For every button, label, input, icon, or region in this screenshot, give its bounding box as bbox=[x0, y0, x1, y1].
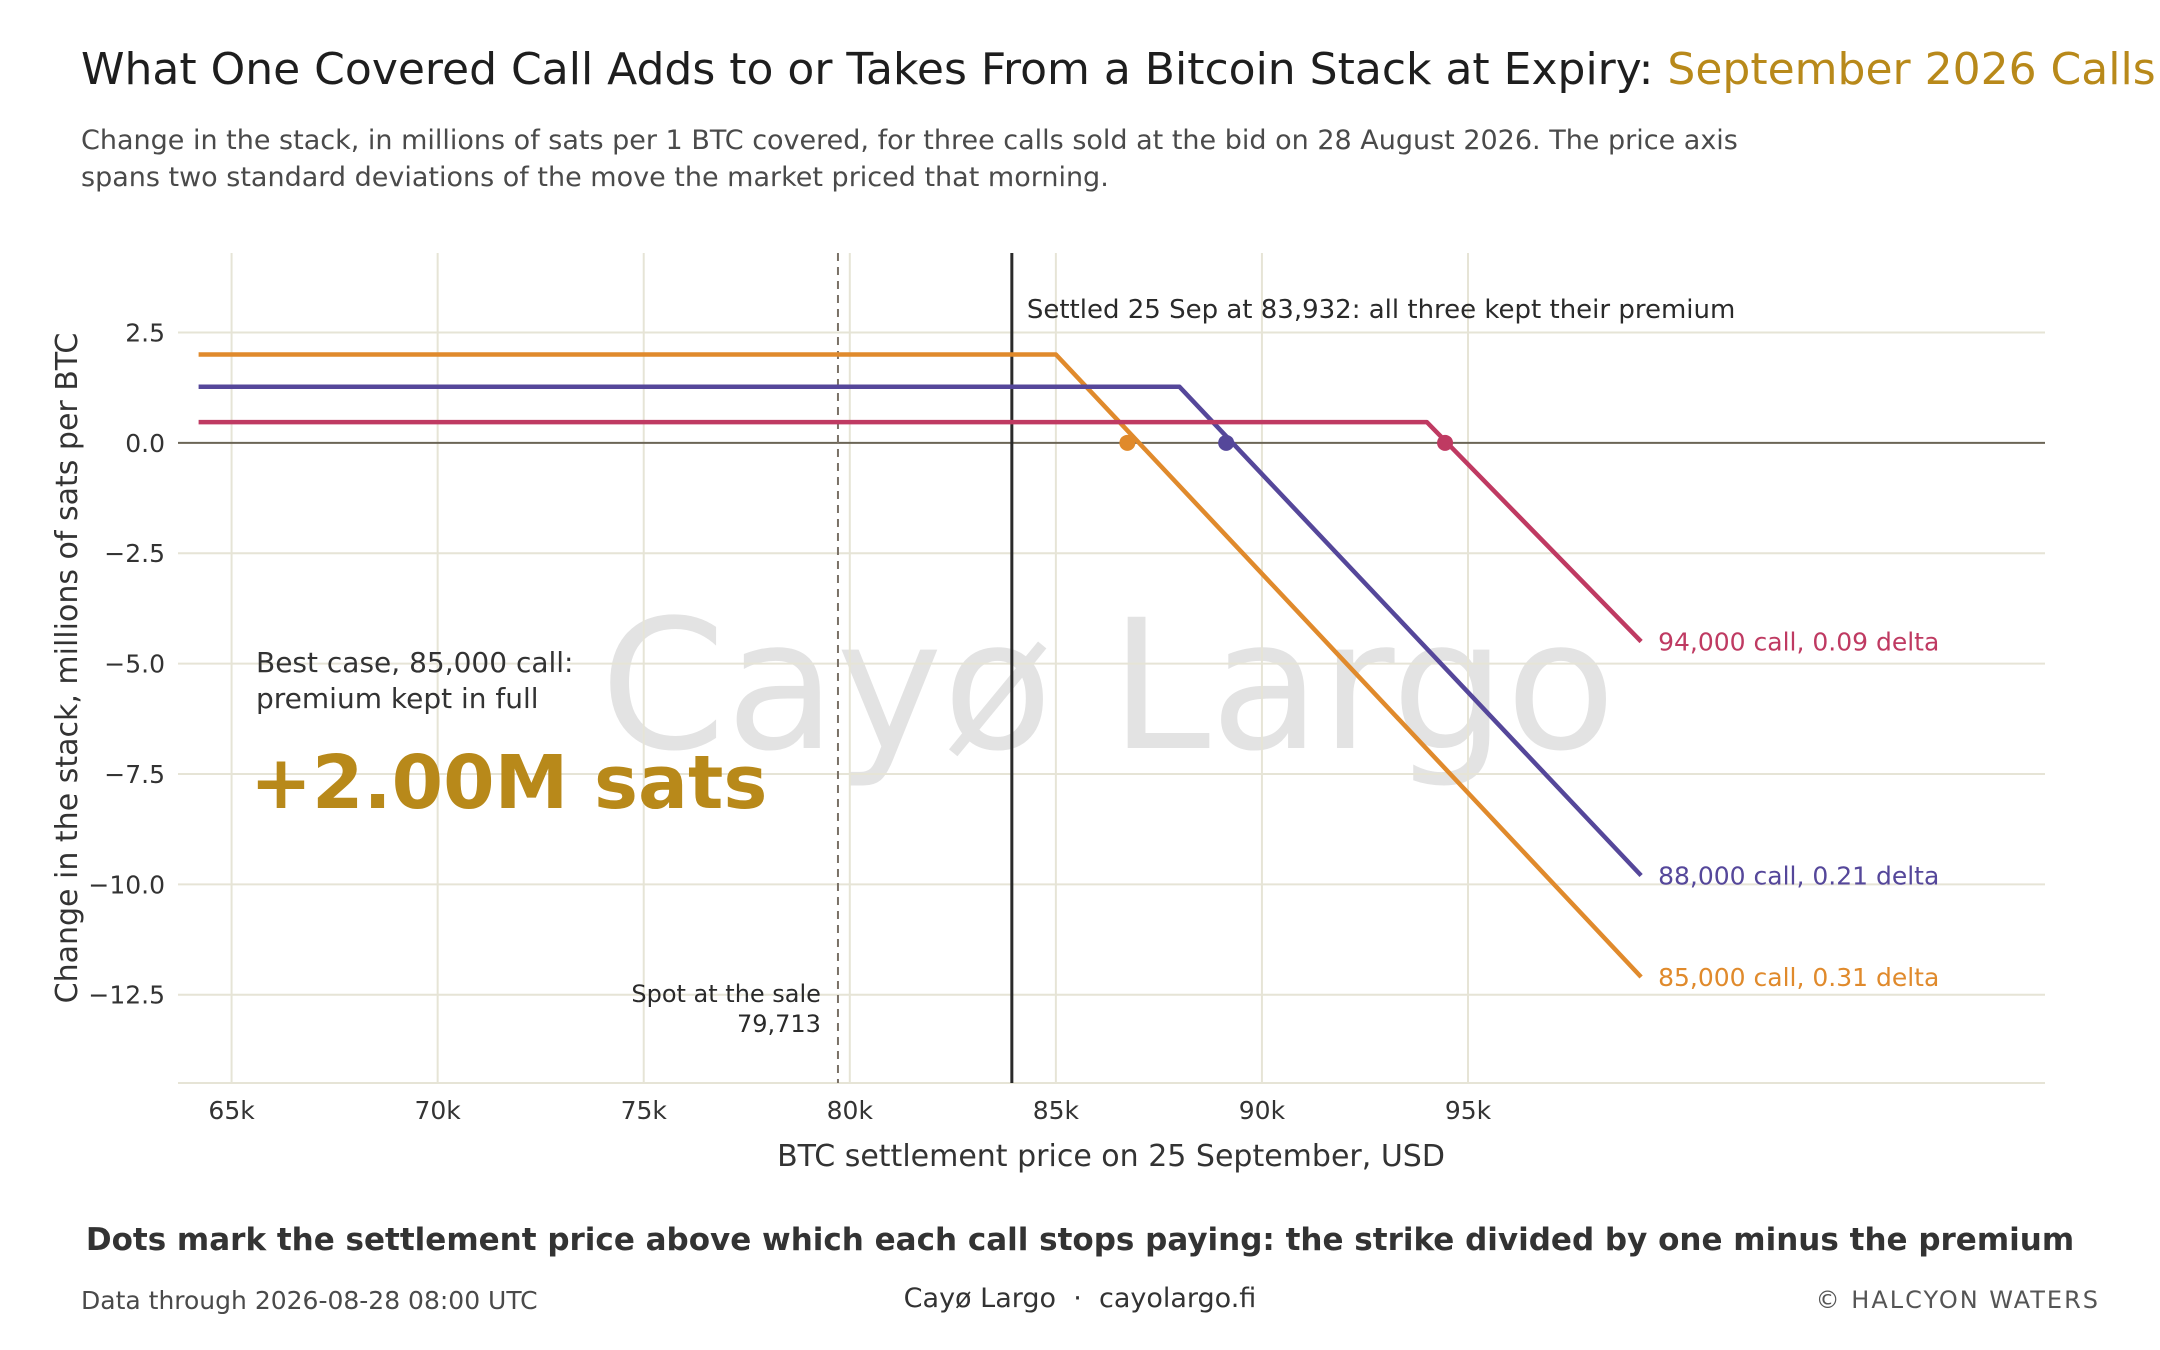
chart-title: What One Covered Call Adds to or Takes F… bbox=[81, 44, 2156, 95]
x-axis-title: BTC settlement price on 25 September, US… bbox=[777, 1139, 1445, 1174]
y-tick-label: −2.5 bbox=[104, 539, 165, 568]
y-tick-label: −5.0 bbox=[104, 650, 165, 679]
brand-name: Cayø Largo bbox=[903, 1283, 1057, 1314]
best-case-value: +2.00M sats bbox=[250, 740, 767, 826]
x-tick-label: 65k bbox=[208, 1096, 255, 1125]
brand-site[interactable]: cayolargo.fi bbox=[1098, 1283, 1257, 1314]
breakeven-dot-94000 bbox=[1437, 434, 1454, 451]
chart-subtitle: Change in the stack, in millions of sats… bbox=[81, 125, 1738, 193]
x-tick-label: 95k bbox=[1445, 1096, 1492, 1125]
spot-annotation-line1: Spot at the sale bbox=[631, 980, 821, 1008]
x-tick-label: 75k bbox=[621, 1096, 668, 1125]
breakeven-dot-85000 bbox=[1119, 434, 1136, 451]
title-main: What One Covered Call Adds to or Takes F… bbox=[81, 44, 1668, 95]
y-tick-label: −7.5 bbox=[104, 760, 165, 789]
x-tick-label: 80k bbox=[827, 1096, 874, 1125]
breakeven-dot-88000 bbox=[1218, 434, 1235, 451]
data-through: Data through 2026-08-28 08:00 UTC bbox=[81, 1286, 538, 1315]
series-line-88000 bbox=[198, 384, 1643, 878]
best-case-line1: Best case, 85,000 call: bbox=[256, 646, 574, 679]
y-tick-label: −12.5 bbox=[88, 981, 165, 1010]
series-line-94000 bbox=[198, 419, 1643, 644]
best-case-line2: premium kept in full bbox=[256, 682, 539, 715]
brand-sep: · bbox=[1073, 1283, 1082, 1314]
series-line-85000 bbox=[198, 352, 1643, 979]
title-accent: September 2026 Calls bbox=[1667, 44, 2156, 95]
spot-annotation-line2: 79,713 bbox=[737, 1010, 821, 1038]
series-label-88000: 88,000 call, 0.21 delta bbox=[1658, 862, 1939, 891]
y-tick-label: −10.0 bbox=[88, 870, 165, 899]
copyright: © HALCYON WATERS bbox=[1815, 1286, 2100, 1314]
y-tick-label: 2.5 bbox=[125, 318, 165, 347]
settle-annotation: Settled 25 Sep at 83,932: all three kept… bbox=[1027, 295, 1736, 325]
y-axis-title: Change in the stack, millions of sats pe… bbox=[50, 333, 85, 1004]
series-label-94000: 94,000 call, 0.09 delta bbox=[1658, 628, 1939, 657]
series-label-85000: 85,000 call, 0.31 delta bbox=[1658, 963, 1939, 992]
x-tick-label: 70k bbox=[415, 1096, 462, 1125]
watermark: Cayø Largo bbox=[600, 582, 1616, 791]
footer-note: Dots mark the settlement price above whi… bbox=[85, 1222, 2075, 1258]
brand-footer: Cayø Largo · cayolargo.fi bbox=[0, 1283, 2160, 1314]
y-tick-label: 0.0 bbox=[125, 429, 165, 458]
x-tick-label: 85k bbox=[1033, 1096, 1080, 1125]
x-tick-label: 90k bbox=[1239, 1096, 1286, 1125]
